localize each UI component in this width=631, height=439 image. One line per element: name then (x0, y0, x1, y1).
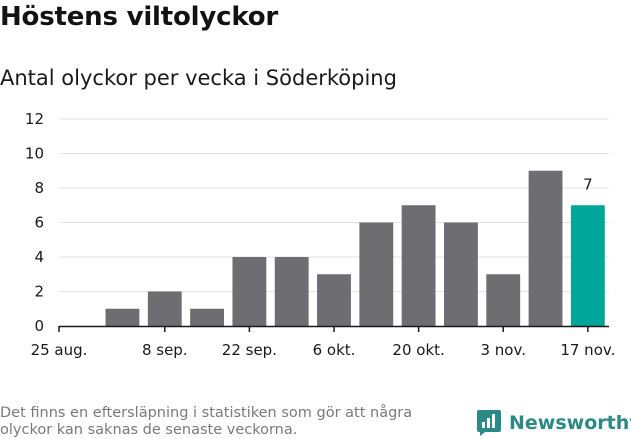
bar (317, 274, 351, 326)
x-tick-label: 6 okt. (313, 341, 356, 359)
y-tick-label: 12 (25, 110, 44, 128)
bar (359, 222, 394, 326)
x-tick-label: 17 nov. (560, 341, 615, 359)
y-tick-label: 8 (34, 179, 44, 197)
bar (147, 291, 182, 326)
x-tick-label: 22 sep. (222, 341, 277, 359)
x-tick-label: 20 okt. (392, 341, 444, 359)
bar (444, 222, 478, 326)
bar-highlight (570, 205, 605, 326)
brand-logo[interactable]: Newsworthy (476, 408, 631, 438)
x-tick-label: 8 sep. (142, 341, 188, 359)
footnote: Det finns en eftersläpning i statistiken… (0, 405, 413, 438)
brand-name: Newsworthy (509, 412, 631, 434)
bar (105, 308, 140, 326)
bar-chart: 0 2 4 6 8 10 12 7 25 aug. 8 sep. 22 sep. 6 okt. 20 o… (25, 110, 615, 359)
y-tick-label: 4 (34, 248, 44, 266)
bar (401, 205, 436, 326)
bar (274, 257, 309, 326)
y-tick-label: 10 (25, 145, 44, 163)
y-tick-label: 6 (34, 214, 44, 232)
bar (528, 170, 563, 326)
bar-chart-logo-icon (477, 410, 501, 436)
y-tick-label: 2 (34, 283, 44, 301)
chart-title: Höstens viltolyckor (0, 2, 279, 32)
bar (190, 308, 224, 326)
x-tick-label: 25 aug. (31, 341, 88, 359)
y-tick-label: 0 (34, 317, 44, 335)
bar (232, 257, 267, 326)
chart-subtitle: Antal olyckor per vecka i Söderköping (0, 66, 397, 90)
data-label: 7 (583, 175, 593, 193)
bar (486, 274, 521, 326)
x-tick-label: 3 nov. (480, 341, 525, 359)
